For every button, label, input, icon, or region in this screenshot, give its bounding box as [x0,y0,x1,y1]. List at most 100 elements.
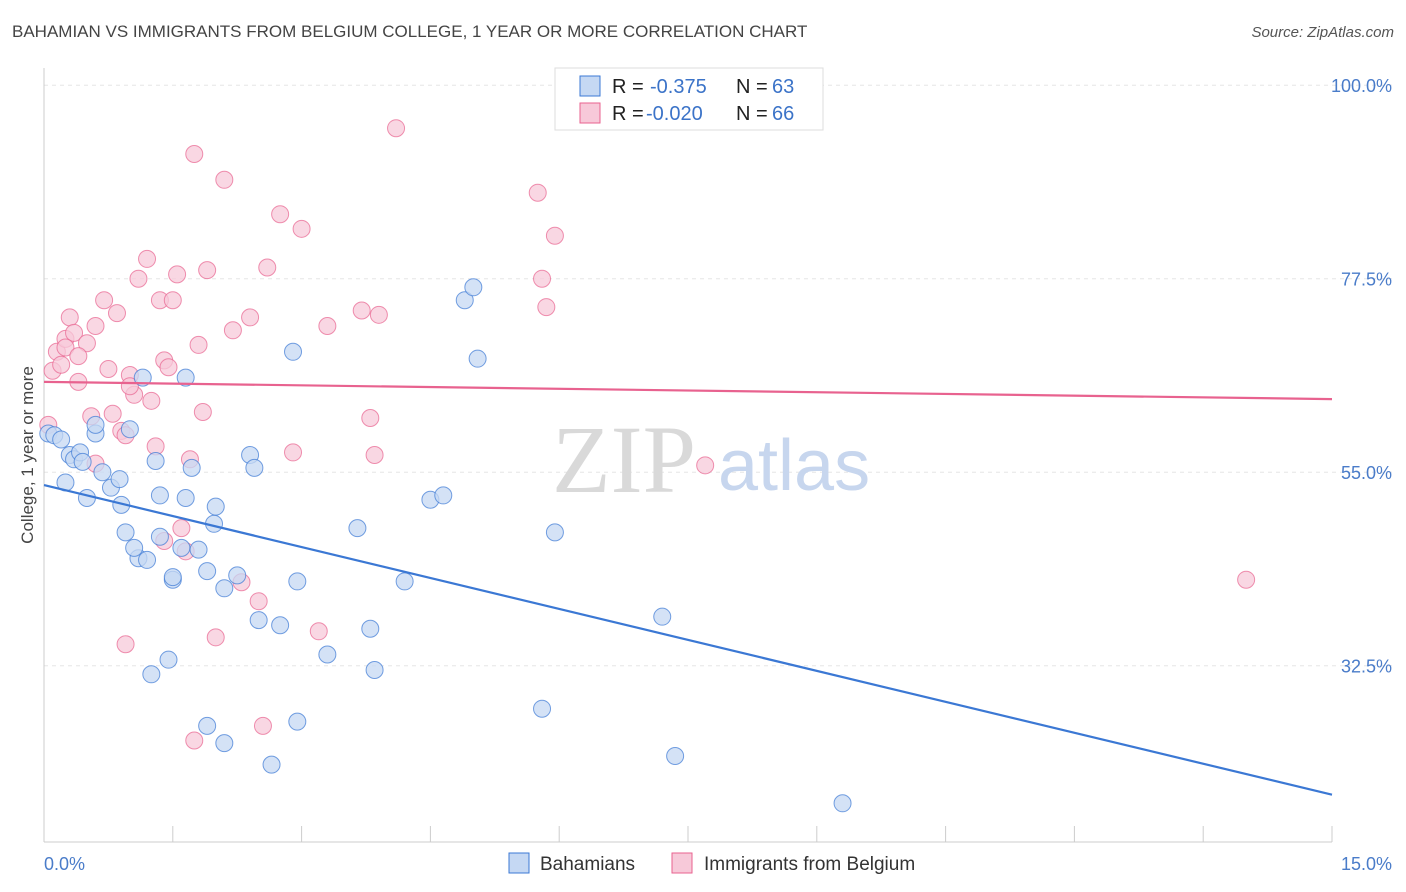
pink-data-point [129,269,148,288]
x-tick-label-min: 0.0% [44,854,85,874]
pink-data-point [185,731,204,750]
blue-data-point [262,755,281,774]
blue-data-point [653,607,672,626]
blue-data-point [73,452,92,471]
blue-data-point [455,291,474,310]
bottom-legend-label-blue: Bahamians [540,854,635,875]
pink-data-point [241,308,260,327]
blue-data-point [468,349,487,368]
blue-data-point [228,566,247,585]
legend-n-value-blue: 63 [772,76,794,98]
blue-data-point [365,661,384,679]
pink-data-point [77,334,96,353]
pink-data-point [69,347,88,366]
blue-data-point [116,523,135,542]
pink-data-point [116,635,135,654]
pink-data-point [352,301,371,320]
pink-data-point [172,519,191,538]
blue-data-point [288,572,307,591]
blue-data-point [288,712,307,731]
pink-trend-line [43,380,1333,401]
source-credit: Source: ZipAtlas.com [1251,24,1394,41]
blue-data-point [361,619,380,638]
blue-data-point [176,368,195,387]
pink-data-point [103,404,122,423]
pink-data-point [52,355,71,374]
blue-data-point [198,716,217,735]
pink-data-point [696,456,715,475]
watermark-atlas: atlas [718,426,870,506]
blue-data-point [271,616,290,635]
pink-data-point [95,291,114,310]
pink-data-point [1237,570,1256,589]
y-tick-label: 32.5% [1341,657,1392,677]
stats-legend: R = -0.375 N = 63 R = -0.020 N = 66 [554,67,824,131]
pink-data-point [537,298,556,317]
blue-data-point [206,497,225,516]
pink-data-point [533,269,552,288]
blue-series-points [39,278,852,813]
pink-data-point [138,249,157,268]
blue-data-point [125,538,144,557]
blue-data-point [172,538,191,557]
pink-series-points [39,119,1256,750]
blue-data-point [215,579,234,598]
blue-data-point [318,645,337,664]
pink-data-point [206,628,225,647]
blue-data-point [348,519,367,538]
blue-trend-line [43,484,1333,796]
y-tick-label: 55.0% [1341,463,1392,483]
blue-data-point [198,562,217,581]
bottom-legend-label-pink: Immigrants from Belgium [704,854,915,875]
blue-data-point [150,486,169,505]
pink-data-point [258,258,277,277]
legend-n-label-pink: N = [736,103,768,125]
blue-data-point [245,458,264,477]
pink-data-point [369,305,388,324]
pink-data-point [253,716,272,735]
blue-data-point [163,568,182,587]
blue-data-point [833,794,852,813]
x-ticks [43,826,1333,842]
pink-data-point [361,409,380,428]
blue-data-point [533,699,552,718]
legend-swatch-pink [579,102,601,124]
blue-data-point [395,572,414,591]
pink-data-point [86,317,105,335]
blue-data-point [464,278,483,297]
blue-data-point [159,650,178,669]
pink-data-point [99,360,118,378]
pink-data-point [168,265,187,284]
pink-data-point [198,261,217,280]
pink-data-point [271,205,290,224]
blue-data-point [93,463,112,482]
pink-data-point [142,391,161,410]
chart-title: BAHAMIAN VS IMMIGRANTS FROM BELGIUM COLL… [12,22,808,41]
trend-lines [43,380,1333,796]
series-legend: Bahamians Immigrants from Belgium [508,852,915,875]
x-tick-label-max: 15.0% [1341,854,1392,874]
blue-data-point [86,415,105,434]
pink-data-point [193,403,212,421]
pink-data-point [284,443,303,462]
pink-data-point [387,119,406,138]
pink-data-point [60,308,79,327]
pink-data-point [215,170,234,189]
blue-data-point [142,665,161,684]
blue-data-point [176,489,195,507]
pink-data-point [107,304,126,323]
blue-data-point [182,458,201,477]
blue-data-point [120,420,139,439]
pink-data-point [185,145,204,163]
blue-data-point [138,550,157,569]
pink-data-point [292,219,311,238]
blue-data-point [150,527,169,546]
blue-data-point [133,368,152,387]
legend-r-label-pink: R = [612,103,644,125]
blue-data-point [434,486,453,505]
pink-data-point [318,317,337,335]
pink-data-point [223,321,242,340]
legend-n-value-pink: 66 [772,103,794,125]
y-tick-labels: 100.0% 77.5% 55.0% 32.5% [1331,76,1392,677]
